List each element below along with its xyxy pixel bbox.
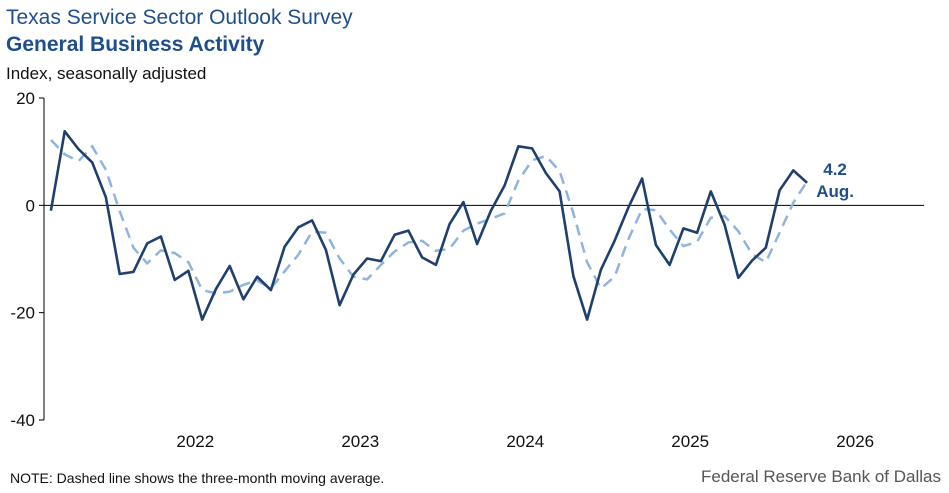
annotation-value: 4.2 [823, 160, 847, 179]
y-axis-label: Index, seasonally adjusted [6, 64, 207, 83]
y-tick-label: -20 [10, 304, 35, 323]
y-tick-label: -40 [10, 411, 35, 430]
x-tick-label: 2025 [671, 432, 709, 451]
footnote: NOTE: Dashed line shows the three-month … [10, 470, 385, 486]
source-credit: Federal Reserve Bank of Dallas [700, 467, 941, 486]
x-tick-label: 2023 [341, 432, 379, 451]
x-tick-label: 2026 [836, 432, 874, 451]
y-tick-label: 0 [26, 196, 35, 215]
chart-subtitle: General Business Activity [6, 33, 265, 56]
chart-title: Texas Service Sector Outlook Survey [6, 6, 353, 29]
annotation-month: Aug. [816, 182, 854, 201]
series-line-moving-average [49, 139, 809, 295]
series-line-index [49, 130, 808, 321]
y-tick-label: 20 [16, 89, 35, 108]
x-tick-label: 2024 [506, 432, 544, 451]
x-tick-label: 2022 [176, 432, 214, 451]
